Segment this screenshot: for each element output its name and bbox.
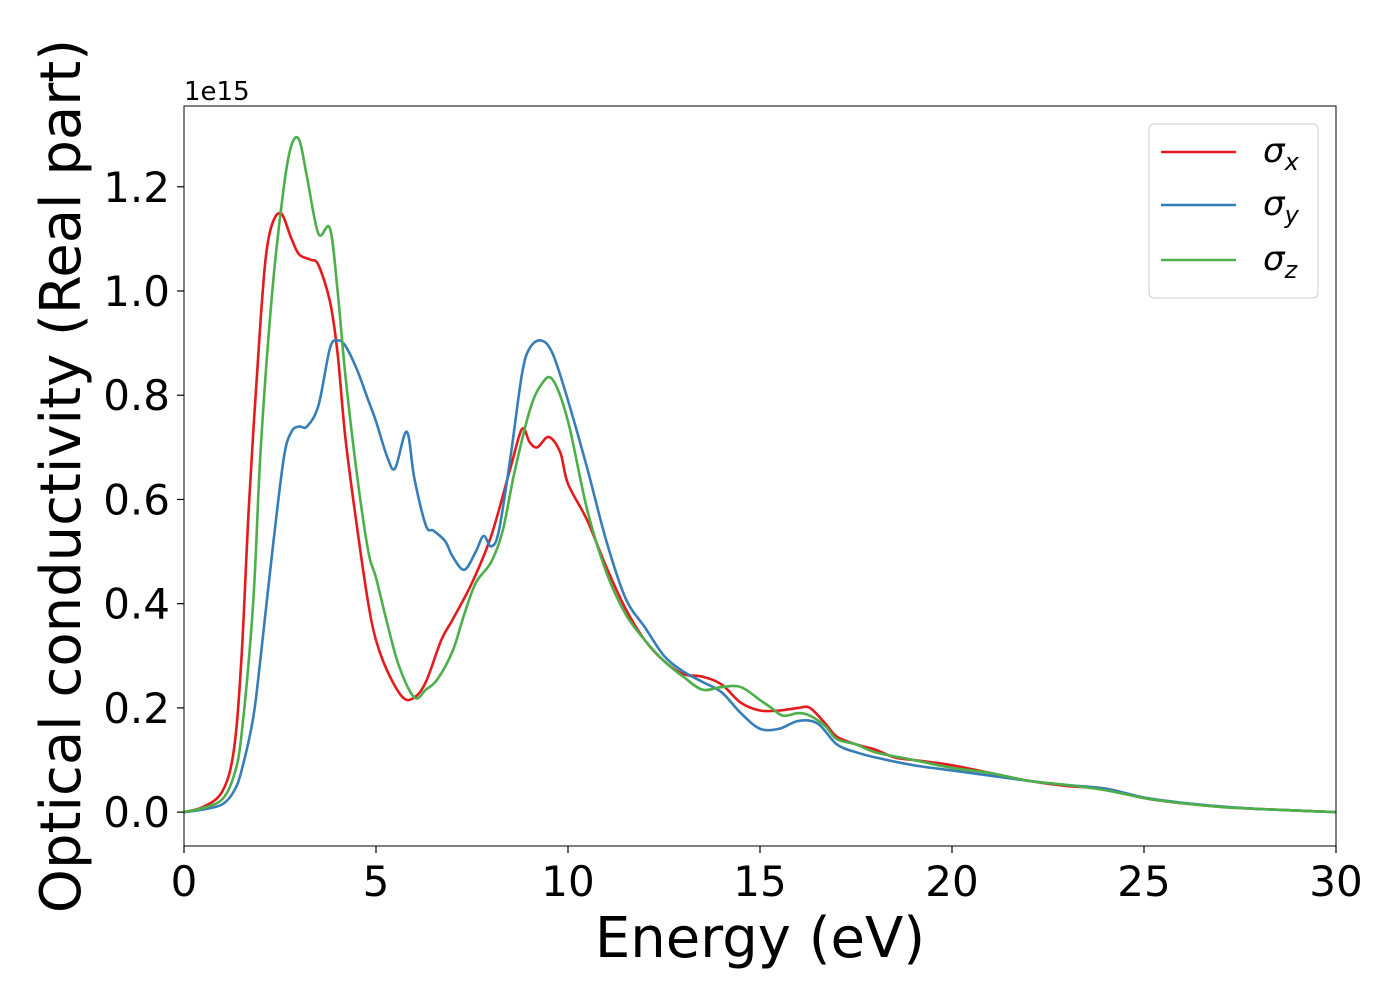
y-offset-label: 1e15 [184, 77, 250, 107]
y-axis-label: Optical conductivity (Real part) [29, 39, 94, 913]
series-line-z [184, 135, 1336, 814]
series-layer [184, 135, 1336, 814]
x-tick-label: 20 [925, 857, 978, 906]
y-tick-label: 0.0 [103, 788, 170, 837]
legend-frame [1148, 123, 1319, 299]
x-tick-label: 10 [541, 857, 594, 906]
x-tick-label: 0 [171, 857, 198, 906]
x-tick-label: 25 [1117, 857, 1170, 906]
y-tick-label: 0.6 [103, 475, 170, 524]
x-tick-label: 15 [733, 857, 786, 906]
series-line-y [184, 339, 1336, 814]
y-tick-label: 0.4 [103, 580, 170, 629]
legend-label-y: σy [1263, 184, 1300, 229]
y-tick-label: 1.2 [103, 163, 170, 212]
x-axis-label: Energy (eV) [595, 906, 925, 971]
x-tick-label: 30 [1309, 857, 1362, 906]
y-tick-label: 1.0 [103, 267, 170, 316]
y-tick-label: 0.2 [103, 684, 170, 733]
legend-label-x: σx [1263, 131, 1300, 176]
legend: σx σy σz [1148, 123, 1319, 299]
y-axis: 0.0 0.2 0.4 0.6 0.8 1.0 1.2 [103, 163, 184, 837]
legend-label-z: σz [1263, 239, 1299, 284]
x-axis: 0 5 10 15 20 25 30 [171, 846, 1363, 906]
y-tick-label: 0.8 [103, 371, 170, 420]
x-tick-label: 5 [363, 857, 390, 906]
